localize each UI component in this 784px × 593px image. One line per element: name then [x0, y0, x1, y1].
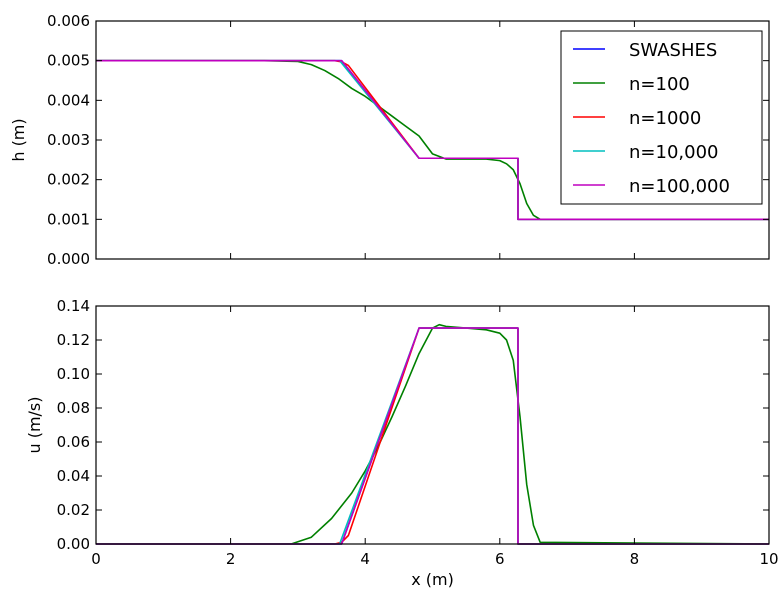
- x-tick-label: 10: [759, 550, 778, 568]
- y-tick-label: 0.10: [57, 365, 90, 383]
- y-tick-label: 0.000: [47, 250, 90, 268]
- y-tick-label: 0.12: [57, 331, 90, 349]
- legend-entry: SWASHES: [629, 40, 717, 61]
- legend-entry: n=100: [629, 74, 690, 95]
- x-tick-label: 4: [360, 550, 370, 568]
- legend-entry: n=10,000: [629, 142, 718, 163]
- series-line-n-100-000: [96, 59, 769, 221]
- x-axis-label: x (m): [411, 570, 454, 589]
- x-tick-label: 2: [226, 550, 236, 568]
- x-tick-label: 6: [495, 550, 505, 568]
- series-line-n-100-000: [96, 327, 769, 545]
- top-panel-height: 0.000 0.001 0.002 0.003 0.004 0.005 0.006 h (m): [9, 12, 770, 268]
- y-tick-label: 0.002: [47, 171, 90, 189]
- series-line-n-100: [96, 59, 769, 221]
- y-axis-label: h (m): [9, 118, 28, 161]
- y-tick-label: 0.06: [57, 433, 90, 451]
- y-tick-label: 0.003: [47, 131, 90, 149]
- y-tick-label: 0.004: [47, 91, 90, 109]
- series-line-n-10-000: [96, 327, 769, 545]
- bottom-panel-velocity: 0 2 4 6 8 10 0.00 0.02 0.04 0.06 0.08 0.10 0.12 0.14 u…: [25, 297, 779, 589]
- x-tick-label: 8: [630, 550, 640, 568]
- series-line-n-100: [96, 323, 770, 545]
- y-tick-label: 0.005: [47, 52, 90, 70]
- y-tick-label: 0.04: [57, 467, 90, 485]
- plot-frame: [95, 305, 770, 545]
- legend-entry: n=1000: [629, 108, 701, 129]
- legend-entry: n=100,000: [629, 176, 730, 197]
- y-tick-label: 0.08: [57, 399, 90, 417]
- y-tick-label: 0.14: [57, 297, 90, 315]
- y-tick-label: 0.001: [47, 210, 90, 228]
- y-tick-label: 0.02: [57, 501, 90, 519]
- series-line-n-1000: [96, 327, 769, 545]
- y-tick-label: 0.00: [57, 535, 90, 553]
- x-tick-label: 0: [91, 550, 101, 568]
- series-line-swashes: [96, 327, 769, 545]
- y-tick-label: 0.006: [47, 12, 90, 30]
- y-axis-label: u (m/s): [25, 396, 44, 453]
- legend: SWASHES n=100 n=1000 n=10,000 n=100,000: [560, 30, 763, 205]
